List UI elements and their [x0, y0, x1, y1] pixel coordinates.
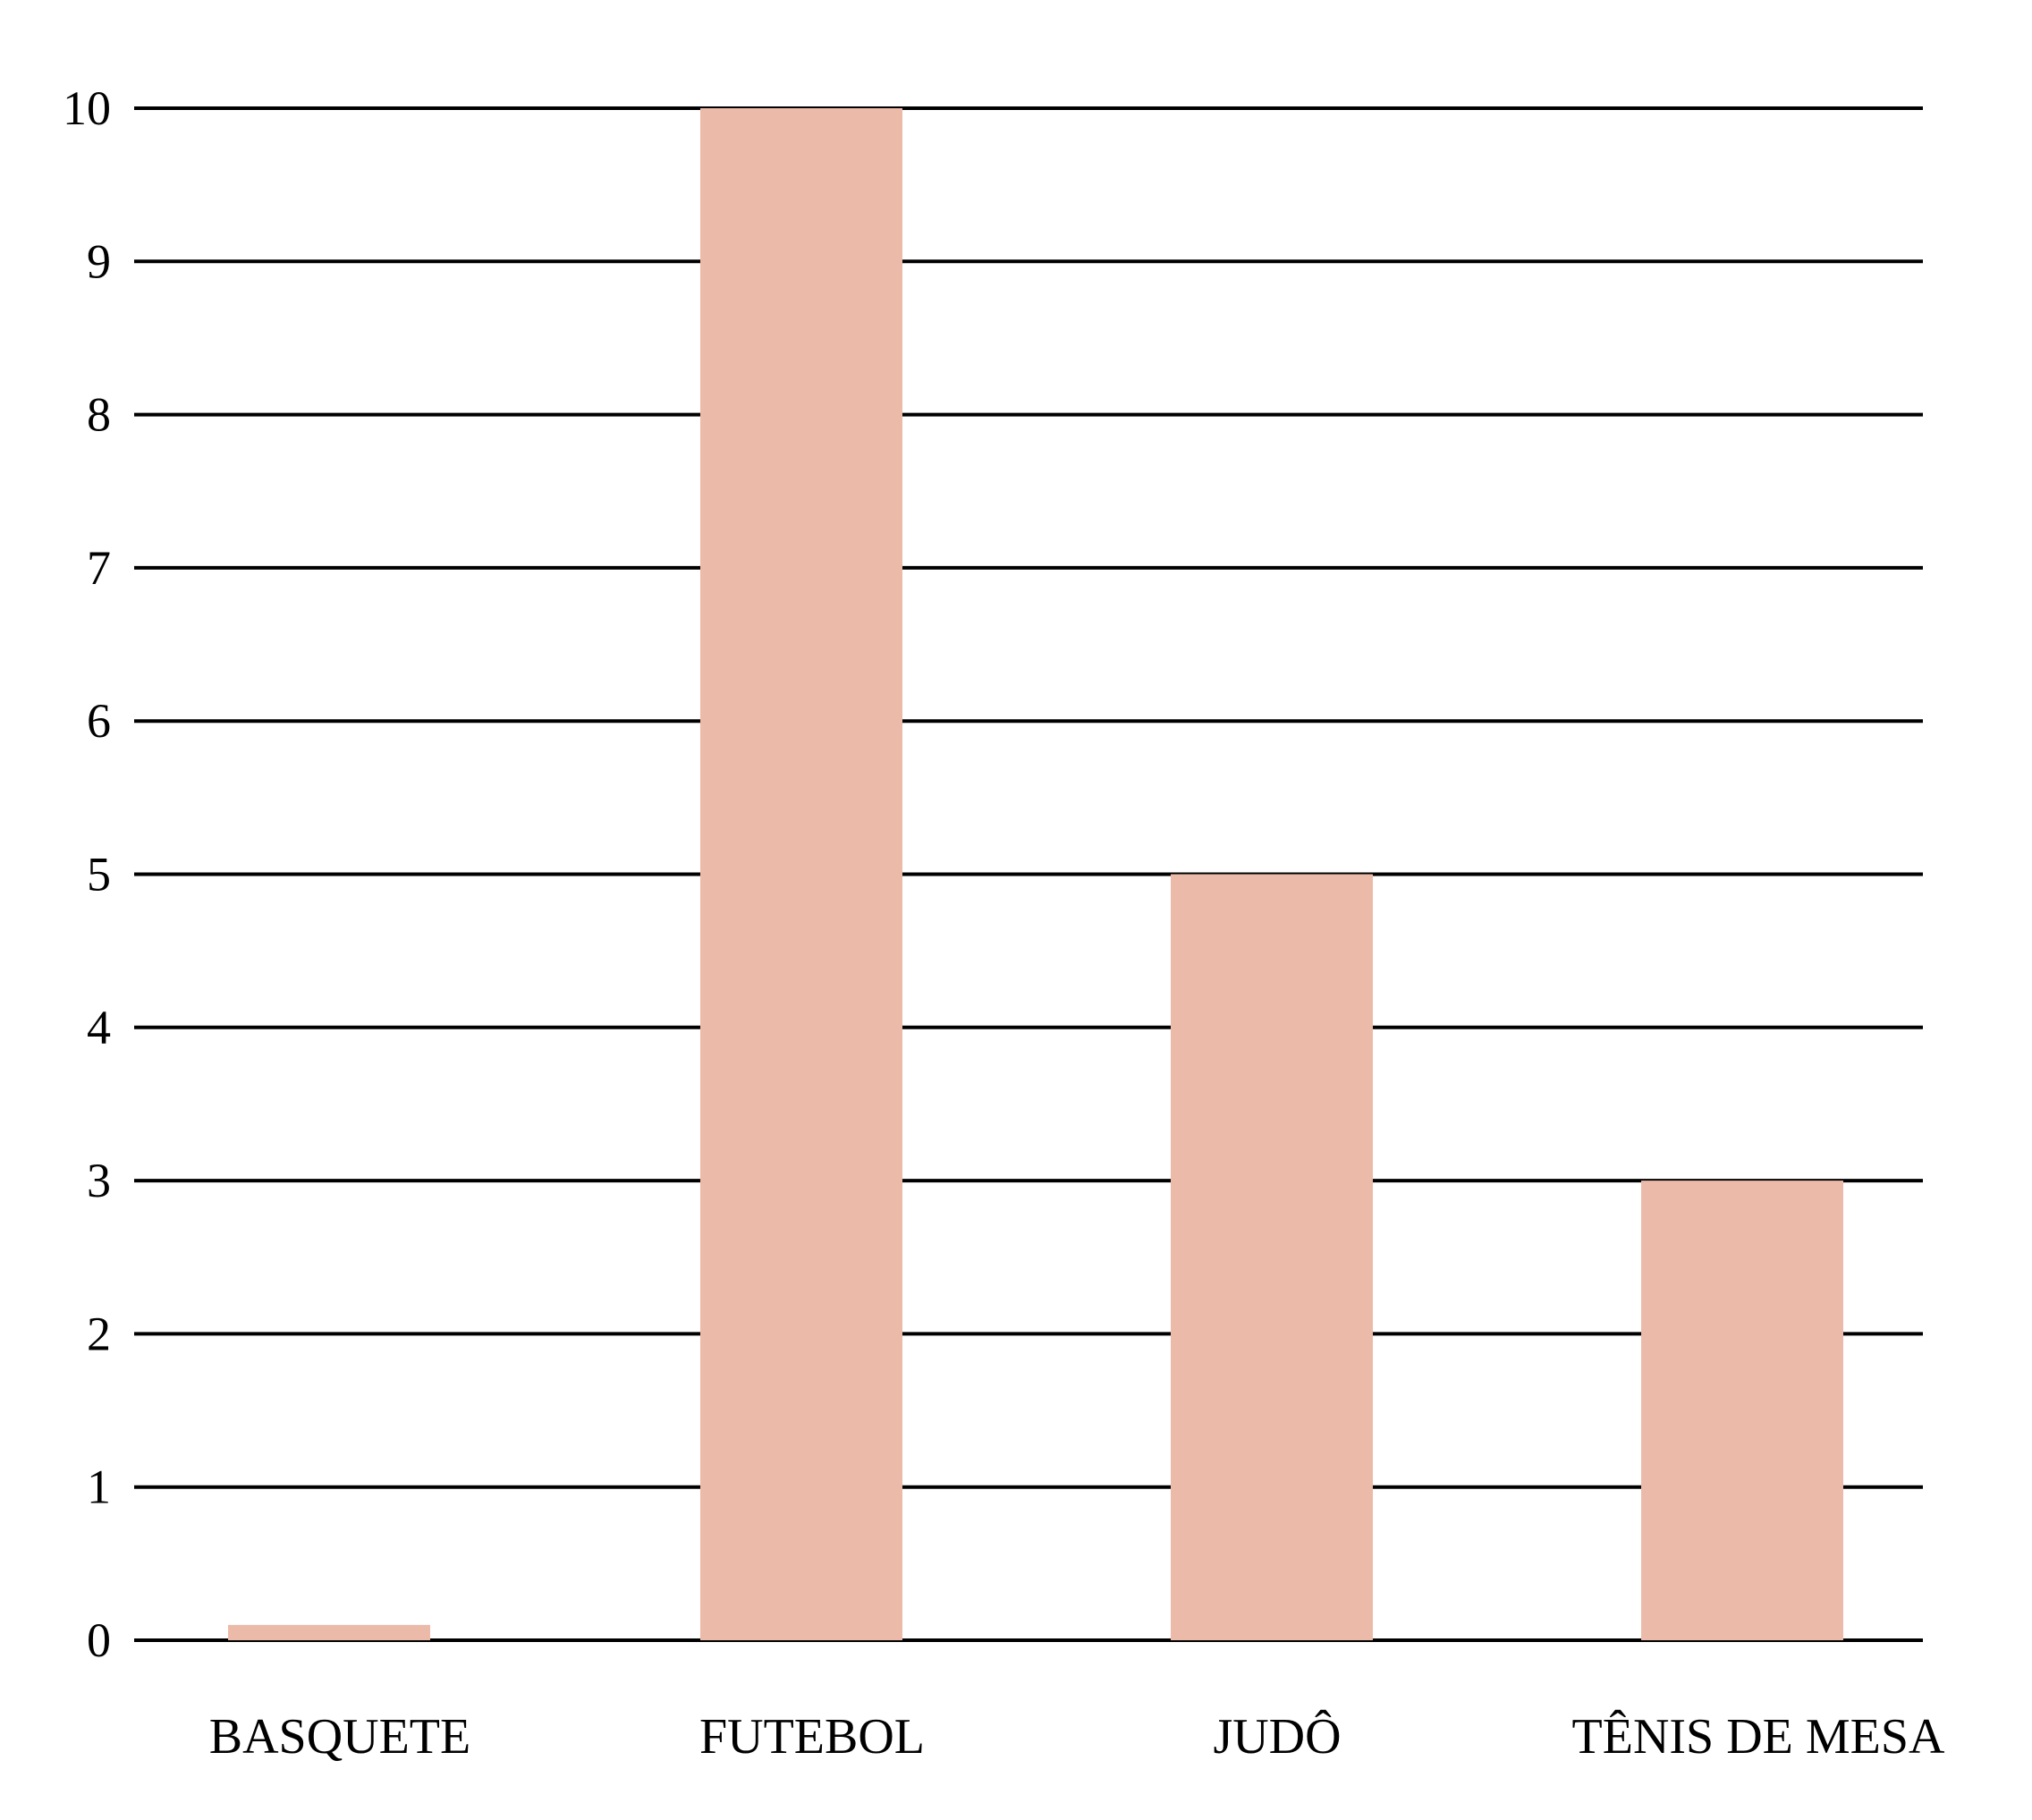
y-axis-tick-labels: 0 1 2 3 4 5 6 7 8 9 10 — [63, 81, 111, 1667]
x-axis-category-labels: BASQUETE FUTEBOL JUDÔ TÊNIS DE MESA — [209, 1708, 1945, 1765]
y-tick-label-10: 10 — [63, 81, 111, 135]
category-label-2: JUDÔ — [1213, 1708, 1341, 1765]
y-tick-label-8: 8 — [87, 388, 111, 442]
bar-basquete — [228, 1624, 430, 1640]
y-tick-label-3: 3 — [87, 1154, 111, 1207]
gridlines — [134, 106, 1923, 1642]
y-tick-label-4: 4 — [87, 1001, 111, 1054]
category-label-1: FUTEBOL — [699, 1709, 925, 1765]
category-label-0: BASQUETE — [209, 1709, 470, 1765]
category-label-3: TÊNIS DE MESA — [1572, 1709, 1945, 1765]
y-tick-label-7: 7 — [87, 541, 111, 595]
y-tick-label-0: 0 — [87, 1613, 111, 1667]
y-tick-label-2: 2 — [87, 1307, 111, 1360]
bar-futebol — [700, 108, 902, 1640]
y-tick-label-1: 1 — [87, 1460, 111, 1514]
y-tick-label-9: 9 — [87, 234, 111, 288]
y-tick-label-5: 5 — [87, 848, 111, 902]
bar-jud- — [1171, 874, 1373, 1640]
y-tick-label-6: 6 — [87, 694, 111, 748]
bars — [228, 108, 1843, 1640]
bar-t-nis-de-mesa — [1641, 1181, 1843, 1640]
